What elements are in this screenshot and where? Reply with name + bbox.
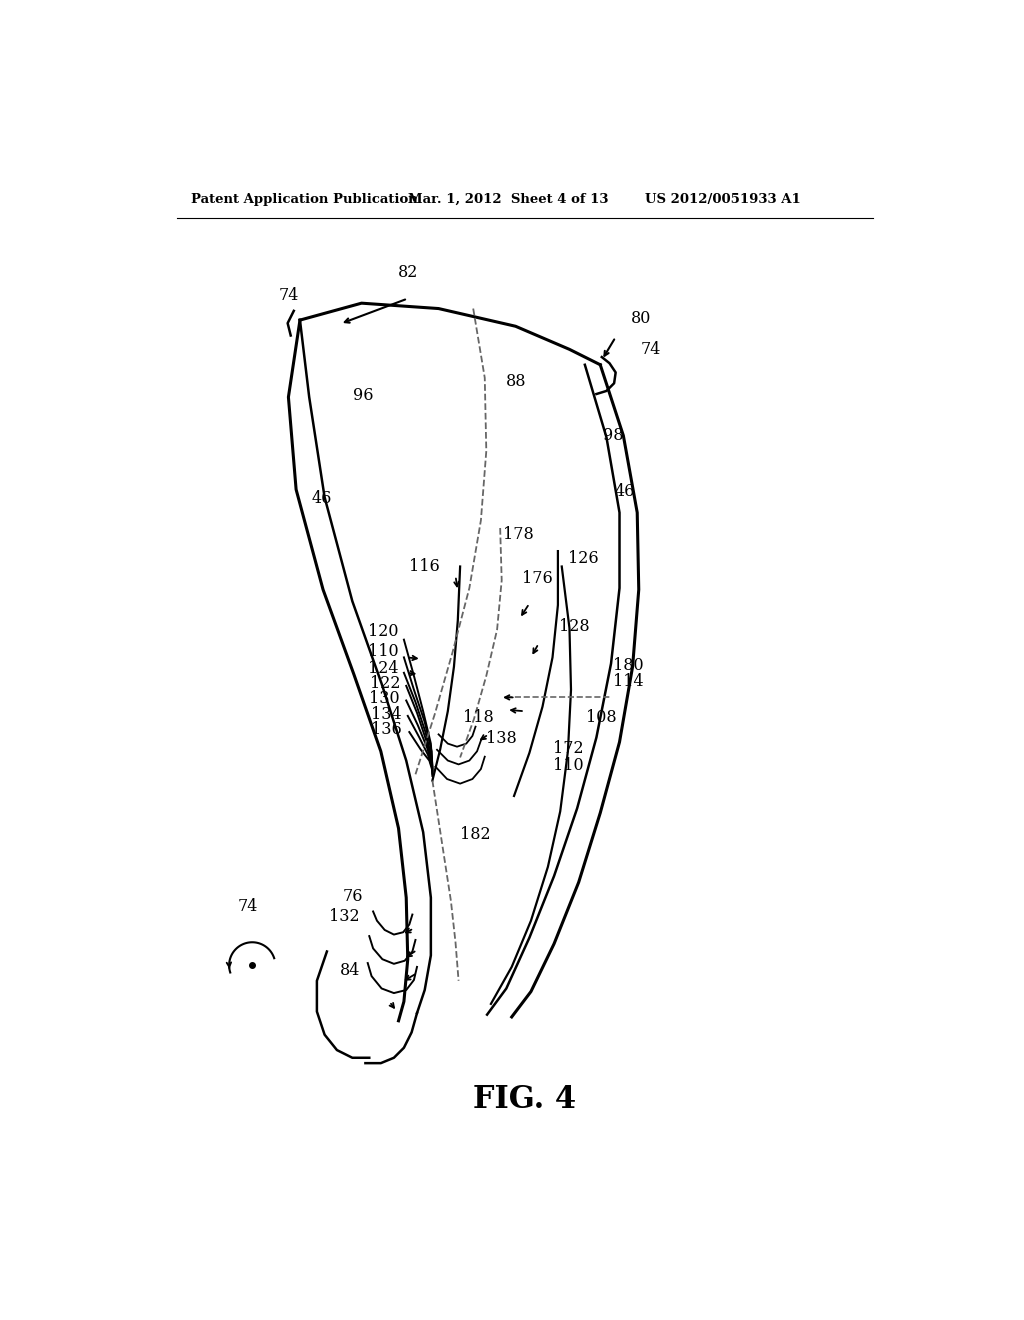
Text: 128: 128 [559,618,589,635]
Text: 84: 84 [340,962,360,979]
Text: 130: 130 [370,690,400,708]
Text: 76: 76 [343,887,364,904]
Text: 132: 132 [330,908,360,925]
Text: 46: 46 [614,483,635,499]
Text: 176: 176 [521,569,553,586]
Text: 88: 88 [506,374,526,391]
Text: 122: 122 [370,675,400,692]
Text: 108: 108 [587,709,617,726]
Text: 82: 82 [397,264,418,281]
Text: 182: 182 [460,826,490,843]
Text: 46: 46 [312,490,333,507]
Text: 124: 124 [368,660,398,677]
Text: 180: 180 [612,656,643,673]
Text: 126: 126 [568,550,599,568]
Text: 120: 120 [368,623,398,640]
Text: 96: 96 [352,387,373,404]
Text: 134: 134 [371,706,401,723]
Text: US 2012/0051933 A1: US 2012/0051933 A1 [645,193,801,206]
Text: FIG. 4: FIG. 4 [473,1084,577,1115]
Text: Patent Application Publication: Patent Application Publication [190,193,418,206]
Text: 110: 110 [553,756,583,774]
Text: 110: 110 [368,643,398,660]
Text: 116: 116 [410,558,440,576]
Text: 136: 136 [371,721,401,738]
Text: 80: 80 [631,310,651,327]
Text: 74: 74 [640,341,660,358]
Text: 178: 178 [503,525,534,543]
Text: 114: 114 [612,673,643,690]
Text: Mar. 1, 2012  Sheet 4 of 13: Mar. 1, 2012 Sheet 4 of 13 [408,193,608,206]
Text: 74: 74 [279,286,299,304]
Text: 118: 118 [463,709,494,726]
Text: 74: 74 [238,899,258,915]
Text: 138: 138 [486,730,517,747]
Text: 98: 98 [603,428,624,444]
Text: 172: 172 [553,739,583,756]
